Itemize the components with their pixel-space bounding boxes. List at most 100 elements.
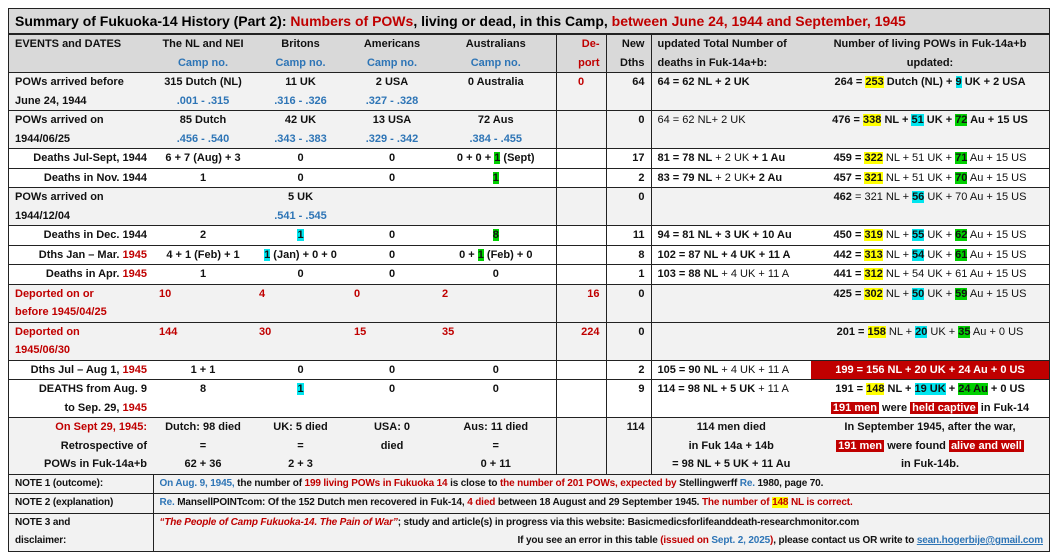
cell-uk: 1 (Jan) + 0 + 0 (253, 245, 348, 265)
text-segment: 13 USA (372, 114, 412, 126)
cell-uk: 0 (253, 360, 348, 380)
cell-line: 199 = 156 NL + 20 UK + 24 Au + 0 US (817, 361, 1043, 380)
cell-ev: Deported on 1945/06/30 (9, 322, 153, 360)
text-segment: UK + (924, 229, 956, 241)
text-segment: 0 (297, 171, 304, 184)
cell-au: 1 (436, 168, 556, 188)
text-segment: + 11 A (755, 383, 789, 395)
cell-line: 11 (613, 226, 645, 245)
cell-line: Retrospective of (15, 437, 147, 456)
text-segment: If you see an error in this table (517, 535, 661, 546)
cell-nl: 315 Dutch (NL) .001 - .315 (153, 72, 253, 111)
text-segment: = 321 NL + (851, 191, 913, 203)
cell-line: Number of living POWs in Fuk-14a+b (817, 35, 1043, 54)
text-segment: 5 UK (287, 191, 314, 203)
table-row: Deported on 1945/06/30 144 30 15 35 224 0 201 = … (9, 322, 1049, 360)
cell-us: 0 (348, 284, 436, 322)
text-segment: 2 + 3 (288, 458, 313, 470)
text-segment: 319 (864, 229, 883, 241)
cell-line: 62 + 36 (159, 455, 247, 474)
text-segment: NL + 51 UK + (882, 171, 956, 184)
text-segment: 191 men (830, 401, 879, 414)
cell-line: = (442, 437, 550, 456)
text-segment: 85 Dutch (179, 114, 227, 126)
text-segment: Au + 0 US (970, 325, 1024, 338)
text-segment: 1 (199, 268, 207, 280)
text-segment: Au + 15 US (967, 248, 1027, 261)
text-segment: 2 (442, 287, 449, 300)
text-segment: in Fuk-14b. (900, 458, 960, 470)
cell-dep (555, 417, 606, 474)
cell-line: 81 = 78 NL + 2 UK + 1 Au (658, 149, 806, 168)
text-segment: .384 - .455 (469, 132, 523, 145)
text-segment: 50 (912, 287, 925, 300)
text-segment: 0 (297, 268, 304, 280)
text-segment: updated: (906, 56, 954, 69)
text-segment: 312 (864, 268, 883, 280)
cell-liv: 425 = 302 NL + 50 UK + 59 Au + 15 US (811, 284, 1049, 322)
cell-nl: Dutch: 98 died = 62 + 36 (153, 417, 253, 474)
text-segment: Deaths in Dec. 1944 (43, 229, 147, 241)
cell-line: EVENTS and DATES (15, 35, 147, 54)
text-segment: 1980, page 70. (754, 477, 824, 489)
text-segment: Retrospective of (60, 439, 147, 452)
cell-au: 2 (436, 284, 556, 322)
text-segment: 201 = (836, 325, 868, 338)
cell-line: in Fuk 14a + 14b (658, 437, 806, 456)
cell-line: 1944/06/25 (15, 130, 147, 149)
header-row: EVENTS and DATES The NL and NEI Camp no. Br… (9, 34, 1049, 73)
text-segment: 1 (264, 248, 271, 261)
cell-line: 6 + 7 (Aug) + 3 (159, 149, 247, 168)
cell-dep: De-port (555, 34, 606, 73)
text-segment: 199 = 156 NL + 20 UK + 24 Au + 0 US (835, 363, 1025, 376)
cell-au: Australians Camp no. (436, 34, 556, 73)
cell-line: 0 (259, 361, 342, 380)
text-segment: 4 (259, 287, 266, 300)
cell-line: 0 (354, 265, 430, 284)
text-segment: Summary of Fukuoka-14 History (Part 2): (15, 13, 291, 29)
cell-line: 35 (442, 323, 550, 342)
text-segment: 19 UK (914, 383, 946, 395)
text-segment: updated Total Number of (657, 38, 787, 50)
text-segment: 0 (638, 191, 645, 203)
text-segment: 199 living POWs in Fukuoka 14 (304, 477, 448, 489)
note-text: Re. MansellPOINTcom: Of the 152 Dutch me… (152, 493, 1049, 513)
cell-line: 144 (159, 323, 247, 342)
note-row: NOTE 1 (outcome): On Aug. 9, 1945, the nu… (9, 474, 1049, 494)
cell-uk: UK: 5 died = 2 + 3 (253, 417, 348, 474)
cell-au: 35 (436, 322, 556, 360)
text-segment: 83 = 79 NL (657, 171, 713, 184)
cell-line: .384 - .455 (442, 130, 550, 149)
cell-line: 2 (159, 226, 247, 245)
cell-line: Re. MansellPOINTcom: Of the 152 Dutch me… (160, 494, 1044, 513)
cell-line: 11 UK (259, 73, 342, 92)
text-segment: UK + (923, 114, 956, 126)
cell-nd: 0 (605, 322, 651, 360)
cell-dep (555, 168, 606, 188)
text-segment: POWs in Fuk-14a+b (44, 458, 147, 470)
cell-line: 8 (442, 226, 550, 245)
text-segment: 0 (492, 268, 499, 280)
cell-line: Deaths in Dec. 1944 (15, 226, 147, 245)
text-segment: POWs arrived on (15, 191, 104, 203)
text-segment: .343 - .383 (274, 132, 327, 145)
cell-line: Britons (259, 35, 342, 54)
cell-line: Dths Jul – Aug 1, 1945 (15, 361, 147, 380)
text-segment: 450 = (833, 229, 865, 241)
cell-line: 64 = 62 NL + 2 UK (658, 73, 806, 92)
cell-line: 0 (259, 265, 342, 284)
cell-dep (555, 379, 606, 418)
cell-tot (650, 284, 811, 322)
text-segment: deaths in Fuk-14a+b: (657, 56, 768, 69)
cell-line: 94 = 81 NL + 3 UK + 10 Au (658, 226, 806, 245)
text-segment: 1 (492, 171, 499, 184)
text-segment: MansellPOINTcom: Of the 152 Dutch men re… (174, 497, 468, 508)
cell-line: 201 = 158 NL + 20 UK + 35 Au + 0 US (817, 323, 1043, 342)
cell-line: 224 (563, 323, 599, 342)
cell-line: 103 = 88 NL + 4 UK + 11 A (658, 265, 806, 284)
pow-history-table: EVENTS and DATES The NL and NEI Camp no. Br… (9, 34, 1049, 551)
text-segment: ; study and article(s) in progress via t… (397, 516, 860, 528)
email-link[interactable]: sean.hogerbije@gmail.com (916, 535, 1043, 546)
text-segment: 8 (638, 248, 645, 261)
text-segment: UK + (924, 248, 956, 261)
